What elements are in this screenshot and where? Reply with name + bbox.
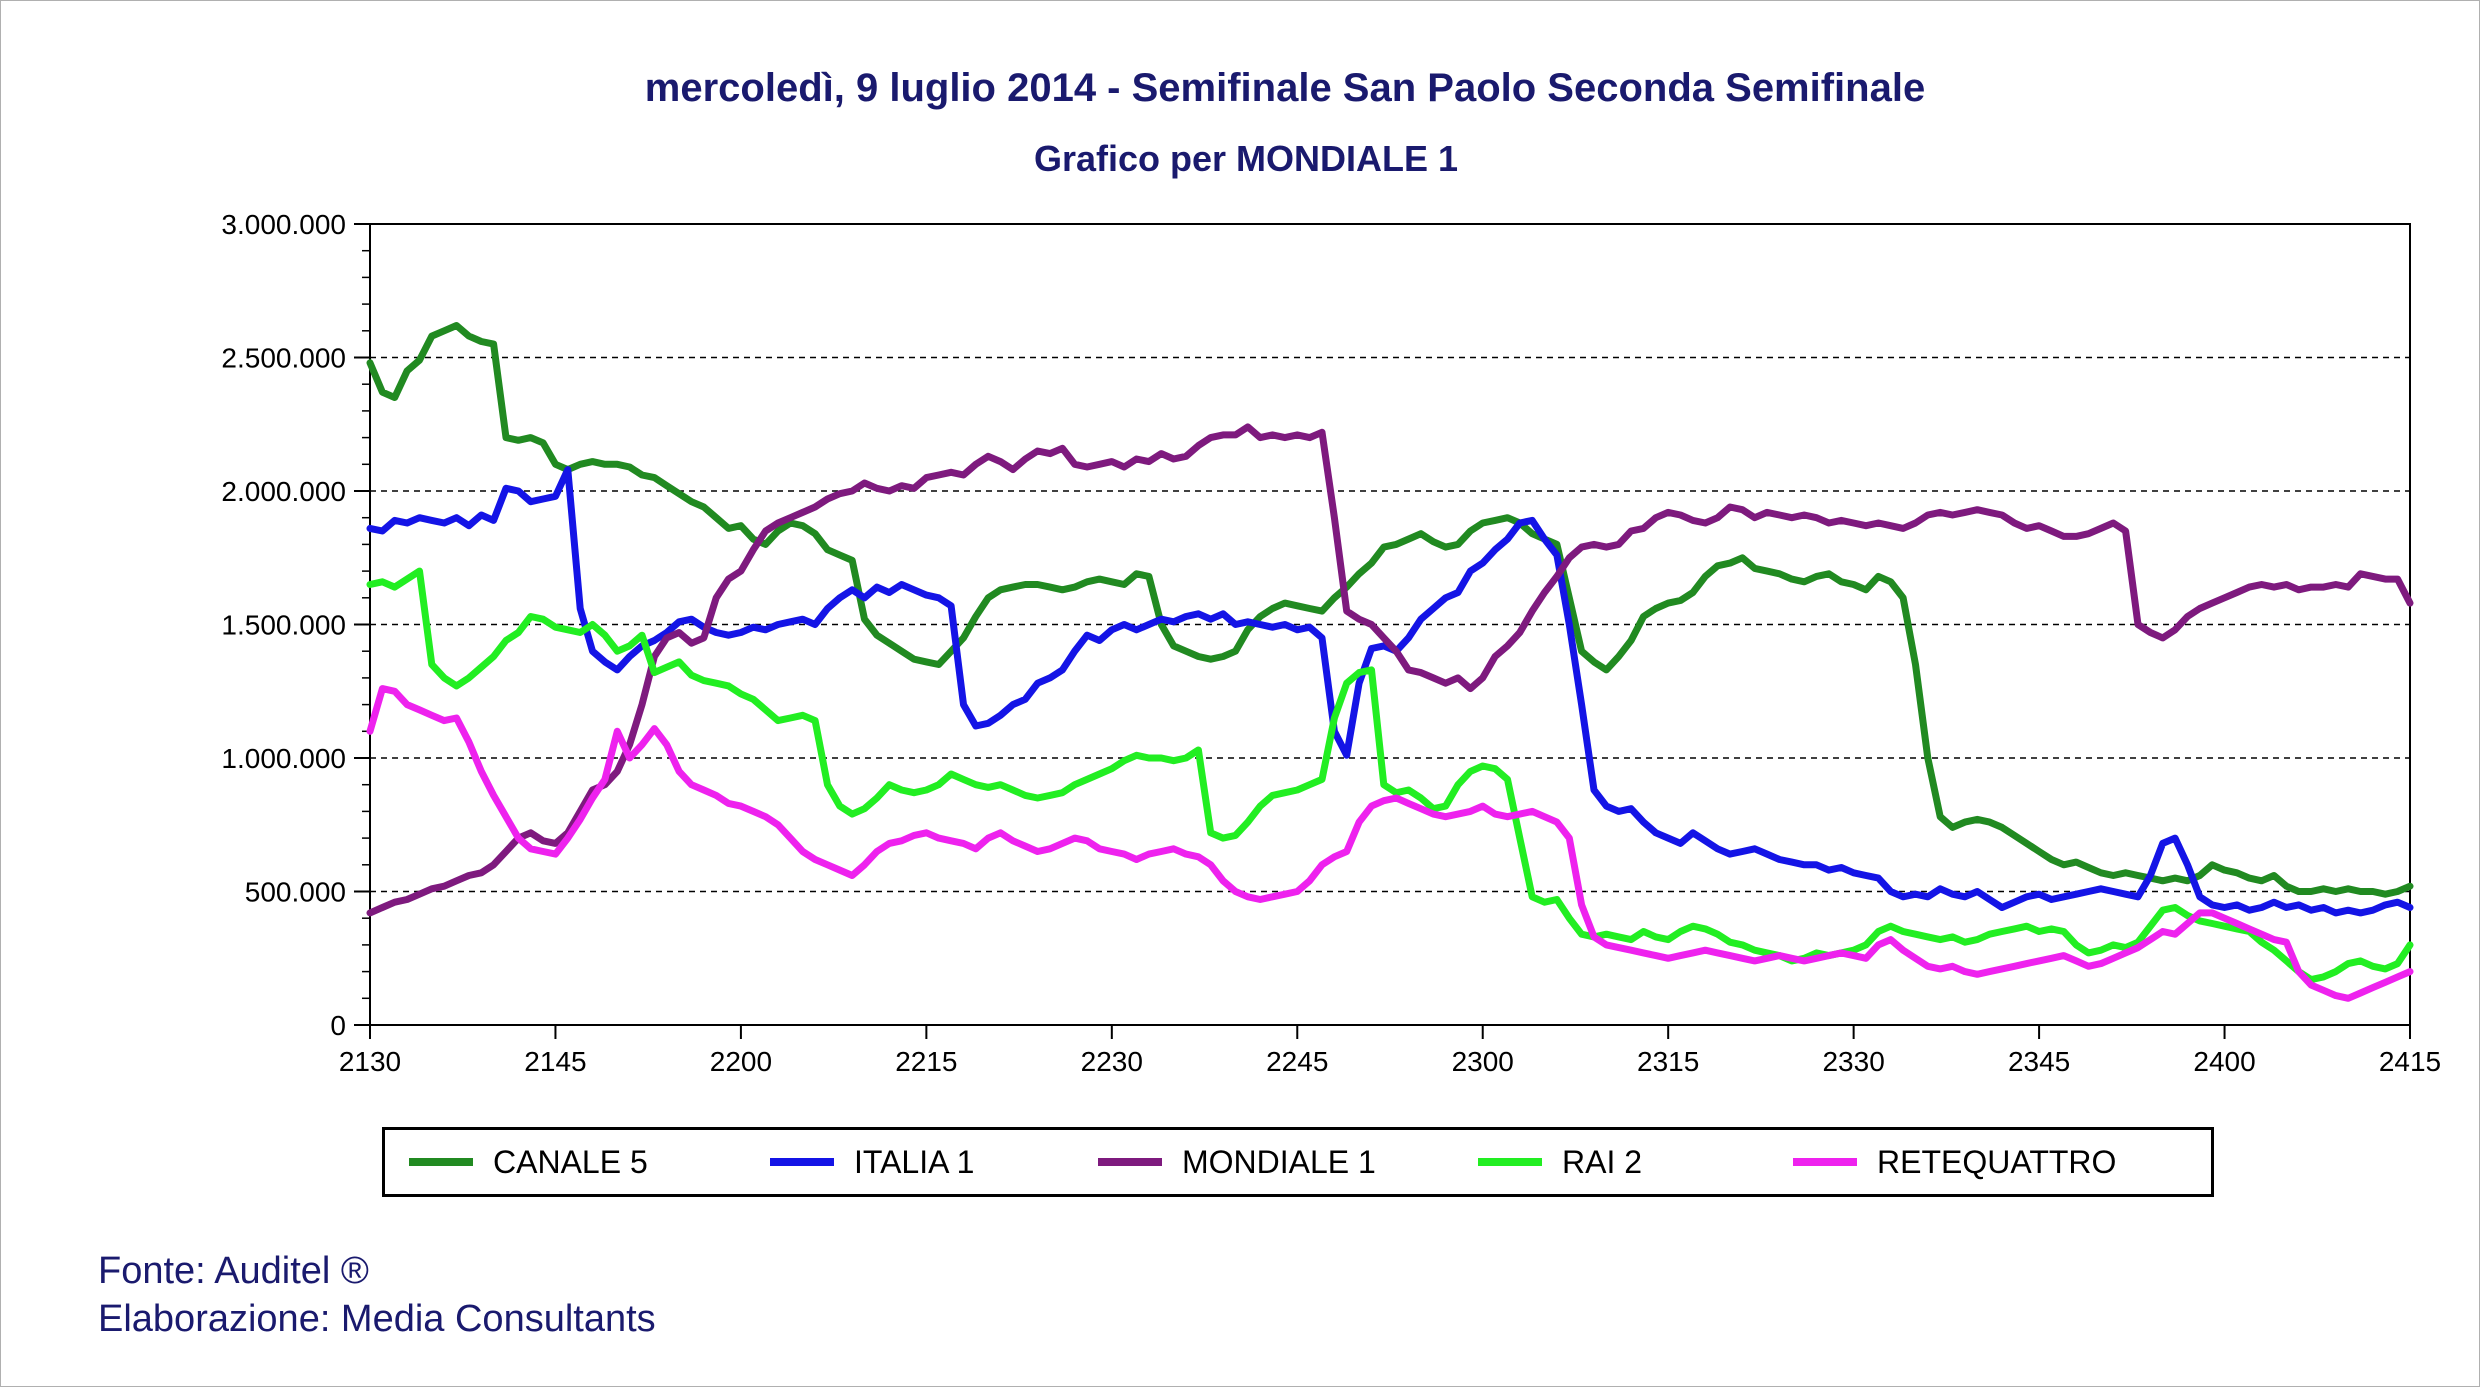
grid-lines	[370, 356, 2410, 893]
legend-swatch	[1478, 1158, 1542, 1166]
legend: CANALE 5 ITALIA 1 MONDIALE 1 RAI 2 RETEQ…	[382, 1127, 2214, 1197]
legend-label: MONDIALE 1	[1182, 1143, 1376, 1180]
x-tick-label: 2415	[2379, 1046, 2441, 1077]
legend-item-canale-5: CANALE 5	[409, 1130, 648, 1194]
series-lines	[366, 322, 2414, 1002]
legend-item-mondiale-1: MONDIALE 1	[1098, 1130, 1376, 1194]
legend-item-italia-1: ITALIA 1	[770, 1130, 974, 1194]
processing-note: Elaborazione: Media Consultants	[98, 1298, 656, 1340]
legend-label: ITALIA 1	[854, 1143, 975, 1180]
x-tick-label: 2215	[895, 1046, 957, 1077]
series-line-mondiale-1	[366, 423, 2414, 917]
legend-label: RAI 2	[1562, 1143, 1643, 1180]
legend-item-retequattro: RETEQUATTRO	[1793, 1130, 2116, 1194]
chart-title: mercoledì, 9 luglio 2014 - Semifinale Sa…	[644, 66, 1926, 110]
plot-area-border	[369, 223, 2411, 1026]
y-tick-label: 500.000	[245, 877, 346, 908]
x-tick-label: 2345	[2008, 1046, 2070, 1077]
x-tick-label: 2145	[524, 1046, 586, 1077]
y-tick-label: 3.000.000	[221, 209, 346, 240]
y-tick-label: 1.500.000	[221, 610, 346, 641]
x-tick-label: 2315	[1637, 1046, 1699, 1077]
y-tick-label: 2.500.000	[221, 343, 346, 374]
series-line-canale-5	[366, 322, 2414, 898]
legend-swatch	[409, 1158, 473, 1166]
y-tick-label: 0	[330, 1010, 346, 1041]
x-tick-label: 2400	[2193, 1046, 2255, 1077]
legend-swatch	[1098, 1158, 1162, 1166]
series-line-rai-2	[366, 567, 2414, 984]
x-tick-label: 2300	[1452, 1046, 1514, 1077]
x-tick-label: 2230	[1081, 1046, 1143, 1077]
x-tick-label: 2130	[339, 1046, 401, 1077]
legend-swatch	[1793, 1158, 1857, 1166]
x-tick-label: 2330	[1822, 1046, 1884, 1077]
x-tick-label: 2245	[1266, 1046, 1328, 1077]
legend-label: RETEQUATTRO	[1877, 1143, 2117, 1180]
legend-label: CANALE 5	[493, 1143, 648, 1180]
legend-swatch	[770, 1158, 834, 1166]
source-note: Fonte: Auditel ®	[98, 1250, 369, 1292]
series-line-italia-1	[366, 466, 2414, 917]
y-tick-label: 2.000.000	[221, 476, 346, 507]
x-tick-label: 2200	[710, 1046, 772, 1077]
chart-subtitle: Grafico per MONDIALE 1	[1033, 138, 1459, 179]
axes: 0 500.000 1.000.000 1.500.000 2.000.000 2.500…	[221, 209, 2441, 1077]
legend-item-rai-2: RAI 2	[1478, 1130, 1642, 1194]
series-line-retequattro	[366, 685, 2414, 1002]
y-tick-label: 1.000.000	[221, 743, 346, 774]
